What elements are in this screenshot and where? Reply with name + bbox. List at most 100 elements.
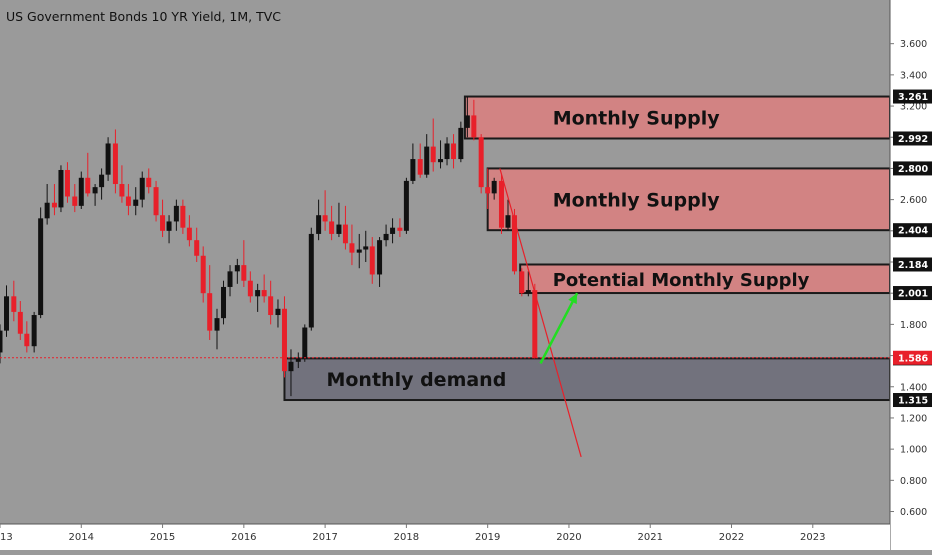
candle-body — [99, 174, 105, 188]
candle-body — [214, 318, 220, 331]
candle — [255, 283, 261, 312]
candle-body — [316, 215, 322, 234]
level-badge — [893, 131, 932, 146]
y-tick-label: 1.400 — [900, 382, 927, 393]
candle-body — [403, 180, 409, 231]
y-tick-label: 2.600 — [900, 195, 927, 206]
candle-body — [160, 215, 166, 231]
level-badge — [893, 161, 932, 176]
candle-body — [255, 290, 261, 297]
candle-body — [438, 159, 444, 163]
candle-body — [24, 333, 30, 347]
candle-body — [295, 358, 301, 362]
candle — [24, 321, 30, 353]
x-tick-label: 2013 — [0, 532, 13, 543]
candle-body — [112, 143, 118, 185]
candle-body — [525, 290, 531, 294]
candle — [444, 137, 450, 166]
candle-body — [221, 286, 227, 319]
candle — [322, 190, 328, 231]
candle-body — [17, 311, 23, 334]
candle — [532, 283, 538, 359]
current-price-label: 1.586 — [898, 353, 928, 364]
candle — [458, 121, 464, 163]
candle — [519, 268, 525, 297]
candle — [186, 215, 192, 247]
supply-zone-1[interactable] — [486, 167, 891, 232]
candle-body — [44, 202, 50, 219]
candle — [261, 274, 267, 303]
candle — [58, 165, 64, 213]
trend-line[interactable] — [499, 168, 582, 458]
candle — [44, 184, 50, 225]
candle-body — [200, 255, 206, 294]
y-tick-label: 1.800 — [900, 320, 927, 331]
zone-labels-layer: Monthly Supply Monthly Supply Potential Mo… — [326, 108, 809, 392]
candle-body — [511, 215, 517, 272]
level-badge — [893, 223, 932, 238]
x-tick-label: 2017 — [312, 532, 337, 543]
candle-body — [390, 227, 396, 234]
candle — [369, 237, 375, 284]
supply-zone-2[interactable] — [519, 263, 892, 295]
candle — [119, 165, 125, 203]
candle — [464, 96, 470, 138]
candle — [471, 99, 477, 141]
candle — [160, 199, 166, 238]
candle-body — [302, 327, 308, 359]
candle-body — [139, 177, 145, 200]
candle-body — [153, 187, 159, 216]
level-badge-label: 2.184 — [898, 260, 928, 271]
candle — [316, 199, 322, 241]
candles-layer — [0, 96, 538, 397]
candle — [112, 129, 118, 194]
zone-label-3: Monthly demand — [326, 369, 506, 391]
candle-body — [369, 246, 375, 275]
candle-body — [186, 227, 192, 241]
candle-body — [471, 115, 477, 138]
candle — [207, 265, 213, 340]
candle-body — [4, 296, 10, 331]
chart-title: US Government Bonds 10 YR Yield, 1M, TVC — [6, 9, 281, 24]
candle — [377, 237, 383, 287]
candle — [99, 168, 105, 200]
candle — [146, 168, 152, 194]
candle — [72, 184, 78, 213]
candle-body — [383, 233, 389, 241]
candle-body — [417, 159, 423, 175]
candle-body — [31, 315, 37, 347]
candle — [51, 184, 57, 216]
candle-body — [241, 265, 247, 281]
candle — [64, 162, 70, 203]
x-tick-label: 2014 — [69, 532, 94, 543]
time-axis-panel[interactable] — [0, 524, 890, 550]
candle-body — [505, 215, 511, 228]
candle-body — [458, 127, 464, 160]
candle-body — [349, 243, 355, 253]
candle — [505, 199, 511, 231]
candle-body — [363, 246, 369, 250]
projection-arrow-line[interactable] — [539, 292, 579, 364]
lines-layer — [0, 168, 890, 458]
candle-body — [342, 224, 348, 244]
zone-label-1: Monthly Supply — [553, 189, 721, 211]
candle-body — [424, 146, 430, 175]
candle — [363, 230, 369, 262]
candle-body — [173, 205, 179, 222]
candle — [403, 177, 409, 234]
level-badge — [893, 393, 932, 408]
candle-body — [485, 187, 491, 194]
candle-body — [275, 308, 281, 316]
candle — [397, 218, 403, 238]
candle-body — [146, 177, 152, 188]
candle — [383, 224, 389, 247]
price-axis-panel[interactable] — [890, 0, 932, 550]
candle — [268, 280, 274, 325]
candle — [139, 171, 145, 208]
level-badge-label: 2.800 — [898, 164, 928, 175]
candle-body — [234, 265, 240, 272]
candle-body — [72, 196, 78, 206]
level-badge-label: 2.992 — [898, 134, 928, 145]
candle-body — [281, 308, 287, 372]
candle — [430, 118, 436, 172]
